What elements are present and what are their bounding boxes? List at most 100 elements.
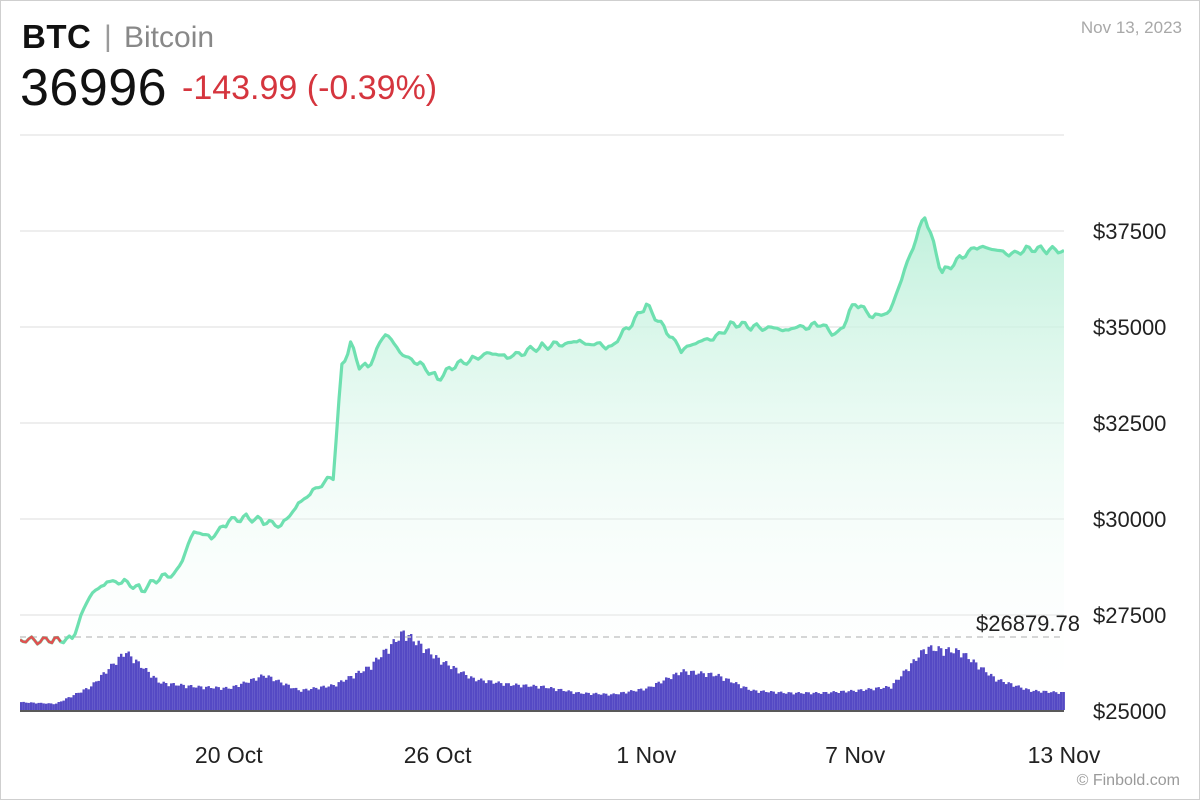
volume-bar <box>412 641 415 710</box>
volume-bar <box>970 662 973 710</box>
volume-bar <box>702 673 705 710</box>
volume-bar <box>177 685 180 710</box>
volume-bar <box>810 694 813 710</box>
volume-bar <box>380 657 383 710</box>
volume-bar <box>247 682 250 710</box>
volume-bar <box>567 690 570 710</box>
volume-bar <box>72 695 75 710</box>
volume-bar <box>100 674 103 710</box>
volume-bar <box>957 650 960 710</box>
volume-bar <box>697 673 700 710</box>
volume-bar <box>700 671 703 710</box>
volume-bar <box>1022 689 1025 710</box>
volume-bar <box>582 693 585 710</box>
volume-bar <box>182 684 185 710</box>
volume-bars <box>20 630 1065 710</box>
volume-bar <box>65 698 68 710</box>
volume-bar <box>752 689 755 710</box>
volume-bar <box>145 668 148 710</box>
volume-bar <box>575 692 578 710</box>
volume-bar <box>890 688 893 710</box>
volume-bar <box>210 688 213 710</box>
volume-bar <box>1042 690 1045 710</box>
volume-bar <box>747 689 750 710</box>
volume-bar <box>490 680 493 710</box>
volume-bar <box>962 653 965 710</box>
volume-bar <box>725 678 728 710</box>
volume-bar <box>887 686 890 710</box>
volume-bar <box>950 652 953 710</box>
volume-bar <box>787 692 790 710</box>
volume-bar <box>900 676 903 710</box>
volume-bar <box>217 687 220 710</box>
volume-bar <box>437 657 440 710</box>
x-tick-label: 13 Nov <box>1028 742 1101 768</box>
volume-bar <box>90 686 93 710</box>
volume-bar <box>300 691 303 710</box>
volume-bar <box>665 677 668 710</box>
y-tick-label: $37500 <box>1093 219 1166 244</box>
volume-bar <box>467 678 470 710</box>
volume-bar <box>197 685 200 710</box>
volume-bar <box>585 692 588 710</box>
volume-bar <box>667 677 670 710</box>
volume-bar <box>592 693 595 710</box>
volume-bar <box>265 677 268 710</box>
volume-bar <box>230 688 233 710</box>
volume-bar <box>297 690 300 710</box>
volume-bar <box>22 701 25 710</box>
volume-bar <box>160 683 163 710</box>
volume-bar <box>550 687 553 710</box>
price-area-fill <box>20 217 1064 710</box>
volume-bar <box>112 663 115 710</box>
volume-bar <box>352 678 355 710</box>
volume-bar <box>720 676 723 710</box>
volume-bar <box>682 669 685 710</box>
volume-bar <box>920 650 923 710</box>
volume-bar <box>947 647 950 710</box>
volume-bar <box>570 691 573 710</box>
volume-bar <box>565 691 568 710</box>
volume-bar <box>375 657 378 710</box>
volume-bar <box>60 701 63 710</box>
volume-bar <box>192 687 195 710</box>
x-tick-label: 26 Oct <box>404 742 472 768</box>
volume-bar <box>577 692 580 710</box>
volume-bar <box>250 678 253 710</box>
volume-bar <box>140 667 143 710</box>
volume-bar <box>47 703 50 710</box>
volume-bar <box>840 690 843 710</box>
volume-bar <box>272 681 275 710</box>
volume-bar <box>482 680 485 710</box>
volume-bar <box>430 654 433 710</box>
volume-bar <box>965 653 968 710</box>
volume-bar <box>332 685 335 710</box>
volume-bar <box>1007 682 1010 710</box>
volume-bar <box>805 692 808 710</box>
volume-bar <box>347 676 350 710</box>
volume-bar <box>1032 690 1035 710</box>
volume-bar <box>677 675 680 710</box>
volume-bar <box>67 697 70 710</box>
volume-bar <box>1055 692 1058 710</box>
volume-bar <box>225 686 228 710</box>
volume-bar <box>132 663 135 710</box>
volume-bar <box>410 634 413 710</box>
volume-bar <box>390 644 393 710</box>
volume-bar <box>435 655 438 710</box>
volume-bar <box>647 686 650 710</box>
volume-bar <box>760 690 763 710</box>
volume-bar <box>605 693 608 710</box>
volume-bar <box>20 702 23 710</box>
volume-bar <box>712 676 715 710</box>
volume-bar <box>340 680 343 710</box>
volume-bar <box>392 639 395 710</box>
volume-bar <box>1012 686 1015 710</box>
volume-bar <box>165 683 168 710</box>
volume-bar <box>862 691 865 710</box>
volume-bar <box>600 694 603 710</box>
volume-bar <box>522 684 525 710</box>
volume-bar <box>157 682 160 710</box>
volume-bar <box>147 671 150 710</box>
